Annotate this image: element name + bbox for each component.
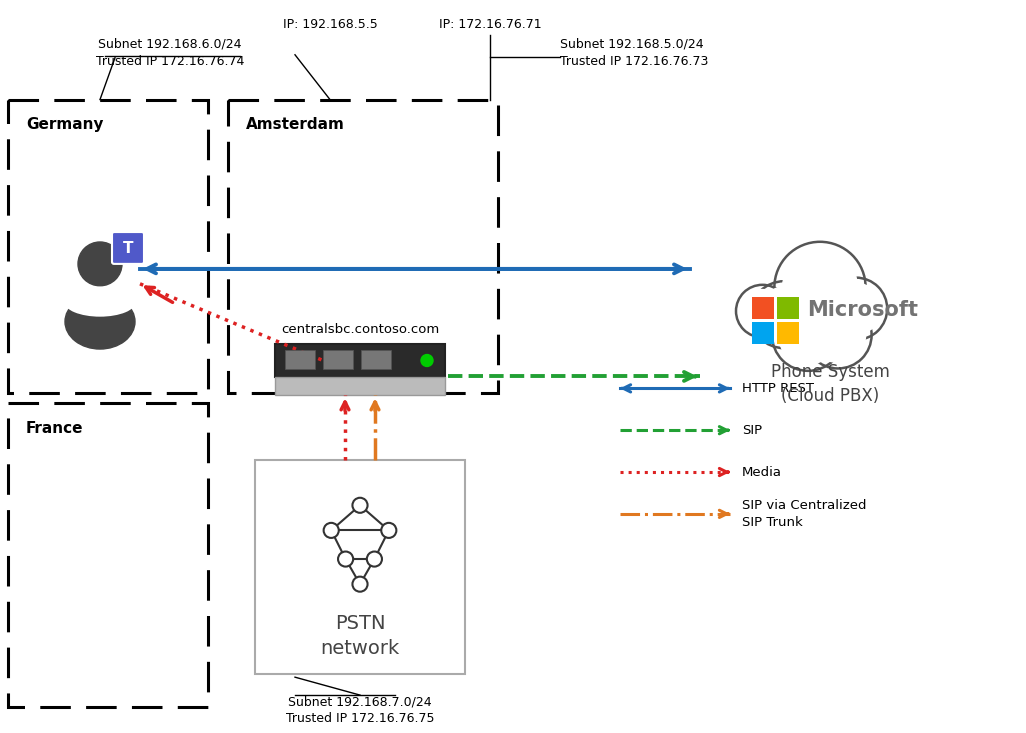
Circle shape: [756, 287, 812, 342]
Bar: [8, 100, 208, 394]
Text: Microsoft: Microsoft: [807, 300, 918, 320]
Circle shape: [750, 281, 818, 348]
Text: France: France: [26, 421, 83, 436]
Text: centralsbc.contoso.com: centralsbc.contoso.com: [281, 323, 439, 336]
FancyBboxPatch shape: [275, 377, 445, 395]
Text: HTTP REST: HTTP REST: [742, 382, 814, 395]
Circle shape: [830, 283, 881, 334]
Circle shape: [741, 290, 784, 333]
Circle shape: [382, 523, 396, 538]
Text: SIP via Centralized
SIP Trunk: SIP via Centralized SIP Trunk: [742, 499, 867, 528]
Circle shape: [78, 242, 122, 286]
Text: Subnet 192.168.6.0/24
Trusted IP 172.16.76.74: Subnet 192.168.6.0/24 Trusted IP 172.16.…: [95, 38, 244, 68]
Circle shape: [779, 306, 837, 364]
Circle shape: [353, 577, 367, 592]
Circle shape: [736, 285, 789, 337]
FancyBboxPatch shape: [361, 350, 391, 369]
Circle shape: [772, 299, 844, 371]
Circle shape: [775, 242, 866, 333]
FancyBboxPatch shape: [275, 344, 445, 377]
Circle shape: [825, 278, 887, 340]
FancyBboxPatch shape: [323, 350, 353, 369]
Text: PSTN
network: PSTN network: [320, 614, 399, 658]
Bar: [228, 100, 498, 394]
Text: Phone System
(Cloud PBX): Phone System (Cloud PBX): [771, 364, 890, 405]
FancyBboxPatch shape: [112, 232, 144, 264]
Text: SIP: SIP: [742, 424, 762, 437]
Text: Media: Media: [742, 465, 782, 479]
Text: IP: 172.16.76.71: IP: 172.16.76.71: [439, 18, 542, 31]
Bar: [752, 322, 774, 344]
Circle shape: [338, 551, 353, 567]
Bar: [752, 297, 774, 319]
Circle shape: [367, 551, 382, 567]
Text: Subnet 192.168.5.0/24
Trusted IP 172.16.76.73: Subnet 192.168.5.0/24 Trusted IP 172.16.…: [560, 38, 708, 68]
Bar: [8, 403, 208, 707]
Circle shape: [421, 355, 433, 366]
Text: Germany: Germany: [26, 117, 104, 133]
FancyBboxPatch shape: [285, 350, 315, 369]
Circle shape: [811, 308, 866, 362]
Text: Subnet 192.168.7.0/24
Trusted IP 172.16.76.75: Subnet 192.168.7.0/24 Trusted IP 172.16.…: [286, 695, 434, 725]
Bar: [777, 322, 799, 344]
Text: IP: 192.168.5.5: IP: 192.168.5.5: [282, 18, 378, 31]
Ellipse shape: [64, 287, 136, 317]
Circle shape: [353, 498, 367, 513]
Bar: [777, 297, 799, 319]
Ellipse shape: [65, 294, 135, 349]
Circle shape: [783, 250, 858, 325]
Circle shape: [804, 301, 872, 369]
Circle shape: [323, 523, 339, 538]
Text: T: T: [123, 241, 133, 257]
FancyBboxPatch shape: [255, 460, 465, 674]
Text: Amsterdam: Amsterdam: [246, 117, 345, 133]
